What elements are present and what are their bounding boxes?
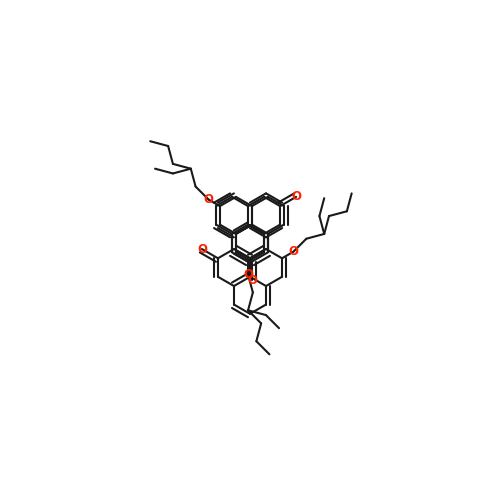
Text: O: O bbox=[197, 242, 207, 256]
Text: O: O bbox=[204, 193, 214, 206]
Text: O: O bbox=[243, 268, 253, 281]
Text: O: O bbox=[247, 274, 257, 286]
Text: O: O bbox=[291, 190, 301, 203]
Text: O: O bbox=[288, 246, 298, 258]
